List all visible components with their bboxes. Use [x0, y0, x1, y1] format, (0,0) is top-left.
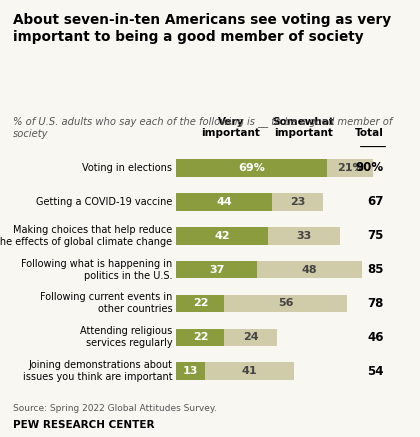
Text: 42: 42	[215, 231, 230, 241]
Text: Somewhat
important: Somewhat important	[272, 117, 334, 138]
Bar	[205, 362, 294, 380]
Text: 33: 33	[297, 231, 312, 241]
Bar	[176, 159, 327, 177]
Text: 24: 24	[243, 333, 258, 342]
Text: 54: 54	[368, 365, 384, 378]
Text: Attending religious
services regularly: Attending religious services regularly	[80, 326, 172, 348]
Text: 22: 22	[193, 333, 208, 342]
Text: 69%: 69%	[238, 163, 265, 173]
Bar	[176, 329, 224, 346]
Text: 67: 67	[368, 195, 384, 208]
Bar	[176, 193, 273, 211]
Text: Following current events in
other countries: Following current events in other countr…	[40, 292, 172, 315]
Text: 13: 13	[183, 366, 198, 376]
Bar	[176, 295, 224, 312]
Text: PEW RESEARCH CENTER: PEW RESEARCH CENTER	[13, 420, 154, 430]
Text: Making choices that help reduce
the effects of global climate change: Making choices that help reduce the effe…	[0, 225, 172, 247]
Bar	[176, 227, 268, 245]
Text: % of U.S. adults who say each of the following is __ to be a good member of
soci: % of U.S. adults who say each of the fol…	[13, 116, 392, 139]
Bar	[273, 193, 323, 211]
Text: 85: 85	[368, 263, 384, 276]
Text: Total: Total	[355, 128, 384, 138]
Text: Following what is happening in
politics in the U.S.: Following what is happening in politics …	[21, 259, 172, 281]
Text: 44: 44	[217, 197, 232, 207]
Text: About seven-in-ten Americans see voting as very
important to being a good member: About seven-in-ten Americans see voting …	[13, 13, 391, 44]
Text: 37: 37	[209, 264, 225, 274]
Text: 21%: 21%	[337, 163, 363, 173]
Text: Getting a COVID-19 vaccine: Getting a COVID-19 vaccine	[36, 197, 172, 207]
Bar	[268, 227, 340, 245]
Text: 23: 23	[290, 197, 305, 207]
Text: 46: 46	[368, 331, 384, 344]
Bar	[224, 329, 277, 346]
Bar	[327, 159, 373, 177]
Text: 48: 48	[302, 264, 318, 274]
Bar	[176, 261, 257, 278]
Text: 41: 41	[242, 366, 257, 376]
Text: Joining demonstrations about
issues you think are important: Joining demonstrations about issues you …	[23, 360, 172, 382]
Text: Voting in elections: Voting in elections	[82, 163, 172, 173]
Text: 22: 22	[193, 298, 208, 309]
Text: 78: 78	[368, 297, 384, 310]
Text: Source: Spring 2022 Global Attitudes Survey.: Source: Spring 2022 Global Attitudes Sur…	[13, 404, 216, 413]
Bar	[257, 261, 362, 278]
Text: 75: 75	[368, 229, 384, 242]
Text: Very
important: Very important	[202, 117, 260, 138]
Bar	[224, 295, 347, 312]
Bar	[176, 362, 205, 380]
Text: 56: 56	[278, 298, 293, 309]
Text: 90%: 90%	[356, 161, 384, 174]
